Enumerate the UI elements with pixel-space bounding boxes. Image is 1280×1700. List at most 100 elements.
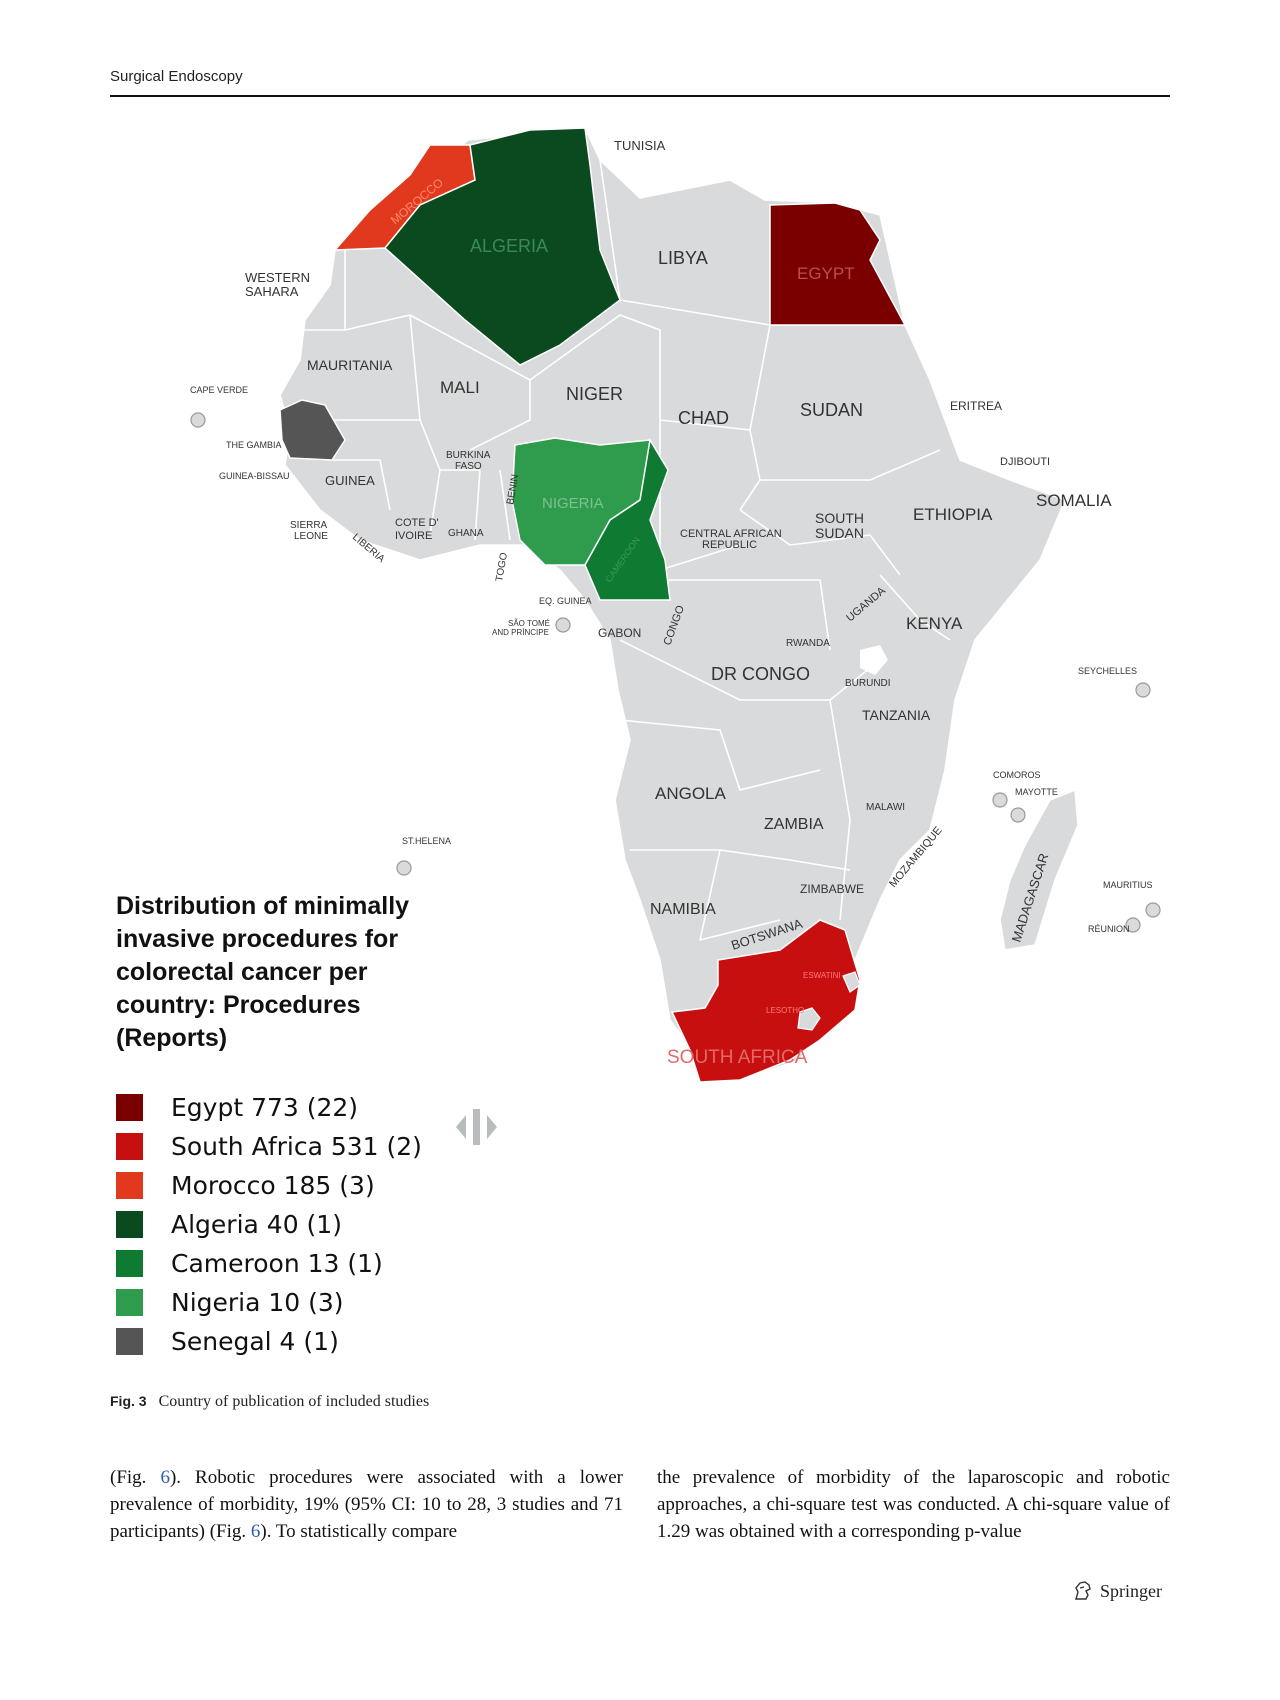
- label-zambia: ZAMBIA: [764, 816, 824, 833]
- label-chad: CHAD: [678, 408, 729, 428]
- label-cote-2: IVOIRE: [395, 530, 432, 542]
- legend-swatch-south-africa: [116, 1133, 143, 1160]
- legend-label-nigeria: Nigeria 10 (3): [171, 1288, 344, 1317]
- legend-swatch-cameroon: [116, 1250, 143, 1277]
- label-burkina-2: FASO: [455, 461, 482, 472]
- body-text-left-part-2: ). Robotic procedures were associated wi…: [110, 1467, 623, 1542]
- label-ghana: GHANA: [448, 528, 484, 539]
- label-south-sudan-2: SUDAN: [815, 525, 864, 541]
- country-lesotho: [797, 1007, 821, 1031]
- label-kenya: KENYA: [906, 614, 963, 633]
- legend-item-algeria: Algeria 40 (1): [116, 1205, 422, 1244]
- label-burkina-1: BURKINA: [446, 450, 491, 461]
- label-reunion: RÉUNION: [1088, 924, 1130, 934]
- label-guinea-bissau: GUINEA-BISSAU: [219, 471, 290, 481]
- legend-swatch-egypt: [116, 1094, 143, 1121]
- label-egypt: EGYPT: [797, 264, 855, 283]
- label-lesotho: LESOTHO: [766, 1006, 804, 1015]
- country-algeria: [383, 127, 621, 366]
- lake-victoria: [860, 645, 888, 675]
- header-rule: [110, 95, 1170, 97]
- body-text-left-part-1: (Fig.: [110, 1467, 161, 1488]
- island-sao-tome: [555, 617, 571, 633]
- island-cape-verde: [190, 412, 206, 428]
- label-western-sahara-2: SAHARA: [245, 284, 299, 299]
- label-mali: MALI: [440, 378, 480, 397]
- country-cameroon: [584, 437, 671, 601]
- body-text-left: (Fig. 6). Robotic procedures were associ…: [110, 1464, 623, 1545]
- label-eswatini: ESWATINI: [803, 971, 841, 980]
- map-legend: Egypt 773 (22) South Africa 531 (2) Moro…: [116, 1088, 422, 1361]
- figure-label: Fig. 3: [110, 1393, 147, 1409]
- country-egypt: [769, 202, 907, 326]
- label-car-1: CENTRAL AFRICAN: [680, 528, 782, 540]
- compare-toggle-icon[interactable]: [452, 1105, 502, 1149]
- label-cote-1: COTE D': [395, 517, 439, 529]
- label-south-africa: SOUTH AFRICA: [667, 1047, 808, 1068]
- label-angola: ANGOLA: [655, 784, 727, 803]
- label-sao-tome-2: AND PRÍNCIPE: [492, 628, 549, 637]
- label-eritrea: ERITREA: [950, 399, 1002, 413]
- label-benin: BENIN: [505, 474, 521, 506]
- figure-caption: Fig. 3 Country of publication of include…: [110, 1393, 429, 1411]
- figure-caption-text: Country of publication of included studi…: [158, 1393, 430, 1410]
- label-the-gambia: THE GAMBIA: [226, 440, 282, 450]
- legend-swatch-algeria: [116, 1211, 143, 1238]
- label-niger: NIGER: [566, 384, 623, 404]
- fig-link-2[interactable]: 6: [250, 1521, 261, 1542]
- legend-item-south-africa: South Africa 531 (2): [116, 1127, 422, 1166]
- legend-label-cameroon: Cameroon 13 (1): [171, 1249, 383, 1278]
- label-comoros: COMOROS: [993, 770, 1041, 780]
- springer-horse-icon: [1075, 1581, 1091, 1600]
- label-western-sahara-1: WESTERN: [245, 270, 310, 285]
- label-ethiopia: ETHIOPIA: [913, 505, 993, 524]
- label-djibouti: DJIBOUTI: [1000, 456, 1050, 468]
- label-namibia: NAMIBIA: [650, 901, 716, 918]
- label-sudan: SUDAN: [800, 400, 863, 420]
- label-sierra-1: SIERRA: [290, 520, 328, 531]
- label-burundi: BURUNDI: [845, 678, 891, 689]
- label-somalia: SOMALIA: [1036, 491, 1112, 510]
- label-algeria: ALGERIA: [470, 236, 548, 256]
- island-reunion: [1125, 917, 1141, 933]
- label-st-helena: ST.HELENA: [402, 836, 451, 846]
- island-mauritius: [1145, 902, 1161, 918]
- legend-label-egypt: Egypt 773 (22): [171, 1093, 359, 1122]
- island-seychelles: [1135, 682, 1151, 698]
- label-eq-guinea: EQ. GUINEA: [539, 596, 592, 606]
- island-mayotte: [1010, 807, 1026, 823]
- label-car-2: REPUBLIC: [702, 539, 757, 551]
- publisher-logo: Springer: [1072, 1580, 1162, 1602]
- label-sao-tome-1: SÃO TOMÉ: [508, 619, 550, 628]
- africa-map: TUNISIA MOROCCO ALGERIA LIBYA EGYPT WEST…: [190, 127, 1161, 1083]
- label-rwanda: RWANDA: [786, 638, 830, 649]
- publisher-name: Springer: [1100, 1580, 1162, 1601]
- fig-link-1[interactable]: 6: [160, 1467, 170, 1488]
- body-text-left-part-3: ). To statistically compare: [260, 1521, 458, 1542]
- country-senegal: [279, 399, 346, 461]
- label-nigeria: NIGERIA: [542, 495, 604, 512]
- label-mauritius: MAURITIUS: [1103, 880, 1153, 890]
- label-tanzania: TANZANIA: [862, 707, 931, 723]
- country-madagascar: [999, 788, 1079, 951]
- legend-label-senegal: Senegal 4 (1): [171, 1327, 339, 1356]
- label-dr-congo: DR CONGO: [711, 664, 810, 684]
- label-zimbabwe: ZIMBABWE: [800, 882, 864, 896]
- legend-item-morocco: Morocco 185 (3): [116, 1166, 422, 1205]
- label-togo: TOGO: [494, 552, 510, 583]
- legend-label-south-africa: South Africa 531 (2): [171, 1132, 422, 1161]
- legend-item-senegal: Senegal 4 (1): [116, 1322, 422, 1361]
- legend-item-egypt: Egypt 773 (22): [116, 1088, 422, 1127]
- country-south-africa: [670, 919, 861, 1083]
- label-mauritania: MAURITANIA: [307, 357, 393, 373]
- legend-label-algeria: Algeria 40 (1): [171, 1210, 342, 1239]
- label-cape-verde: CAPE VERDE: [190, 385, 248, 395]
- legend-item-cameroon: Cameroon 13 (1): [116, 1244, 422, 1283]
- map-title: Distribution of minimally invasive proce…: [116, 892, 410, 1052]
- body-text-right: the prevalence of morbidity of the lapar…: [657, 1467, 1170, 1542]
- label-sierra-2: LEONE: [294, 531, 328, 542]
- journal-name: Surgical Endoscopy: [110, 68, 243, 85]
- legend-swatch-morocco: [116, 1172, 143, 1199]
- label-libya: LIBYA: [658, 248, 708, 268]
- label-gabon: GABON: [598, 626, 641, 640]
